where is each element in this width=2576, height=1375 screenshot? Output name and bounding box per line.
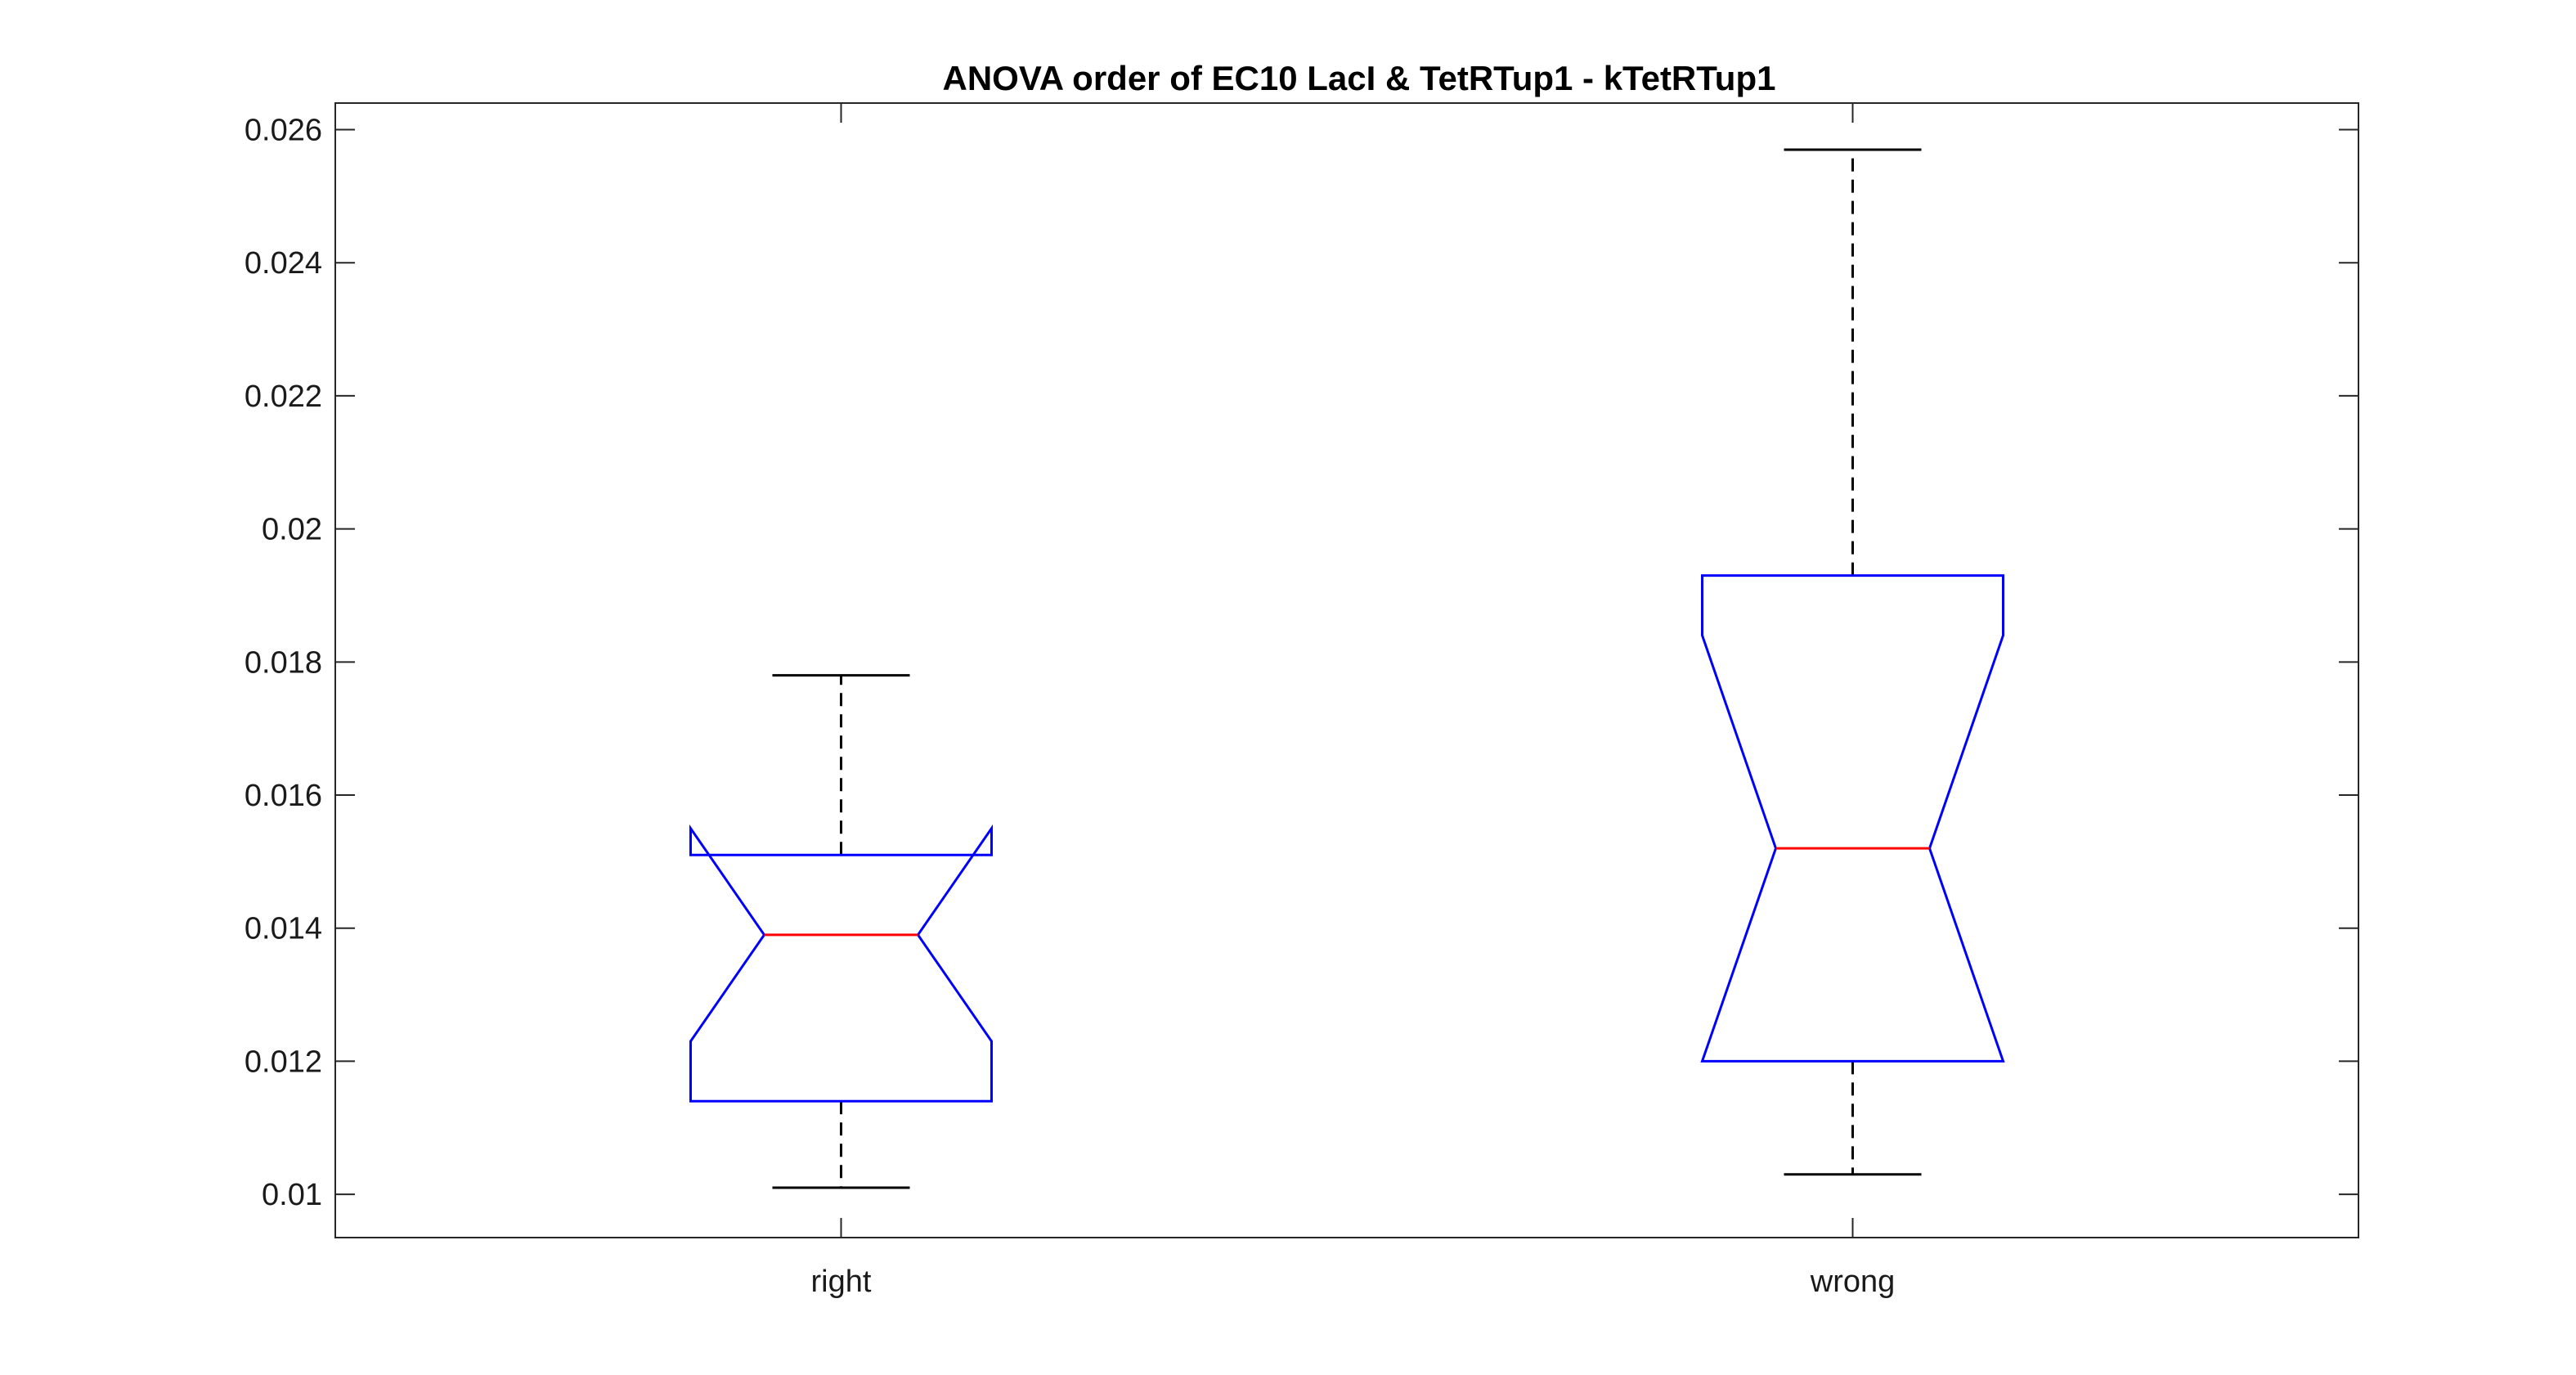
notched-box [689, 824, 993, 1103]
y-tick-label: 0.02 [262, 513, 322, 547]
box-wrong [1700, 148, 2005, 1176]
x-tick-label: right [811, 1265, 872, 1299]
y-tick-label: 0.012 [245, 1045, 322, 1079]
y-tick-label: 0.022 [245, 380, 322, 414]
x-tick-label: wrong [1810, 1265, 1896, 1299]
box-right [689, 674, 993, 1189]
y-tick-label: 0.018 [245, 645, 322, 680]
y-tick-label: 0.01 [262, 1178, 322, 1212]
y-tick-label: 0.014 [245, 912, 322, 946]
plot-area [334, 102, 2359, 1238]
y-tick-label: 0.026 [245, 114, 322, 148]
y-axis: 0.01 0.012 0.014 0.016 0.018 0.02 0.022 0.024 0.… [245, 114, 2358, 1212]
y-tick-label: 0.024 [245, 246, 322, 281]
y-tick-label: 0.016 [245, 779, 322, 813]
boxes [689, 148, 2005, 1189]
x-axis: right wrong [811, 103, 1896, 1299]
notched-box [1700, 574, 2005, 1063]
chart-title: ANOVA order of EC10 LacI & TetRTup1 - kT… [943, 59, 1776, 97]
